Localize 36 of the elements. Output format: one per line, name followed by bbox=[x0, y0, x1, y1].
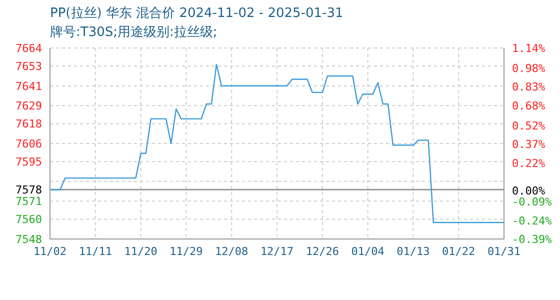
y-tick-label: 7629 bbox=[16, 100, 42, 113]
chart-subtitle: 牌号:T30S;用途级别:拉丝级; bbox=[50, 24, 218, 41]
y-tick-label: 7618 bbox=[16, 118, 42, 131]
x-tick-label: 01/22 bbox=[442, 244, 476, 258]
y-tick-label: 7571 bbox=[16, 195, 42, 208]
x-tick-label: 11/29 bbox=[170, 244, 203, 258]
y2-tick-label: 0.37% bbox=[512, 138, 546, 152]
y-tick-label: 7578 bbox=[16, 184, 42, 197]
y-tick-label: 7560 bbox=[16, 213, 42, 226]
x-tick-label: 11/20 bbox=[124, 244, 158, 258]
y-tick-label: 7641 bbox=[16, 80, 42, 93]
y-tick-label: 7548 bbox=[16, 233, 42, 246]
y2-tick-label: 0.98% bbox=[512, 62, 546, 75]
x-tick-label: 12/26 bbox=[306, 244, 339, 258]
y2-tick-label: 1.14% bbox=[512, 42, 546, 55]
x-tick-label: 01/04 bbox=[351, 244, 385, 258]
y2-tick-label: 0.00% bbox=[512, 184, 546, 198]
x-tick-label: 11/02 bbox=[33, 244, 67, 258]
y2-tick-label: 0.68% bbox=[512, 99, 546, 112]
y2-tick-label: -0.39% bbox=[512, 233, 552, 246]
y2-tick-label: -0.09% bbox=[512, 196, 552, 209]
y-tick-label: 7595 bbox=[16, 156, 42, 169]
y2-tick-label: -0.24% bbox=[512, 214, 552, 228]
y-tick-label: 7653 bbox=[16, 60, 42, 74]
y2-tick-label: 0.83% bbox=[512, 80, 546, 94]
y-tick-label: 7664 bbox=[16, 42, 42, 55]
y2-tick-label: 0.22% bbox=[512, 156, 546, 170]
y-tick-label: 7606 bbox=[16, 138, 42, 150]
x-tick-label: 01/13 bbox=[396, 244, 430, 258]
y2-tick-label: 0.52% bbox=[512, 119, 546, 132]
chart-title: PP(拉丝) 华东 混合价 2024-11-02 - 2025-01-31 bbox=[50, 5, 344, 22]
x-tick-label: 12/08 bbox=[215, 244, 248, 258]
x-tick-label: 12/17 bbox=[260, 244, 294, 258]
line-series bbox=[50, 64, 504, 224]
x-tick-label: 11/11 bbox=[78, 244, 112, 258]
x-tick-label: 01/31 bbox=[487, 244, 521, 258]
